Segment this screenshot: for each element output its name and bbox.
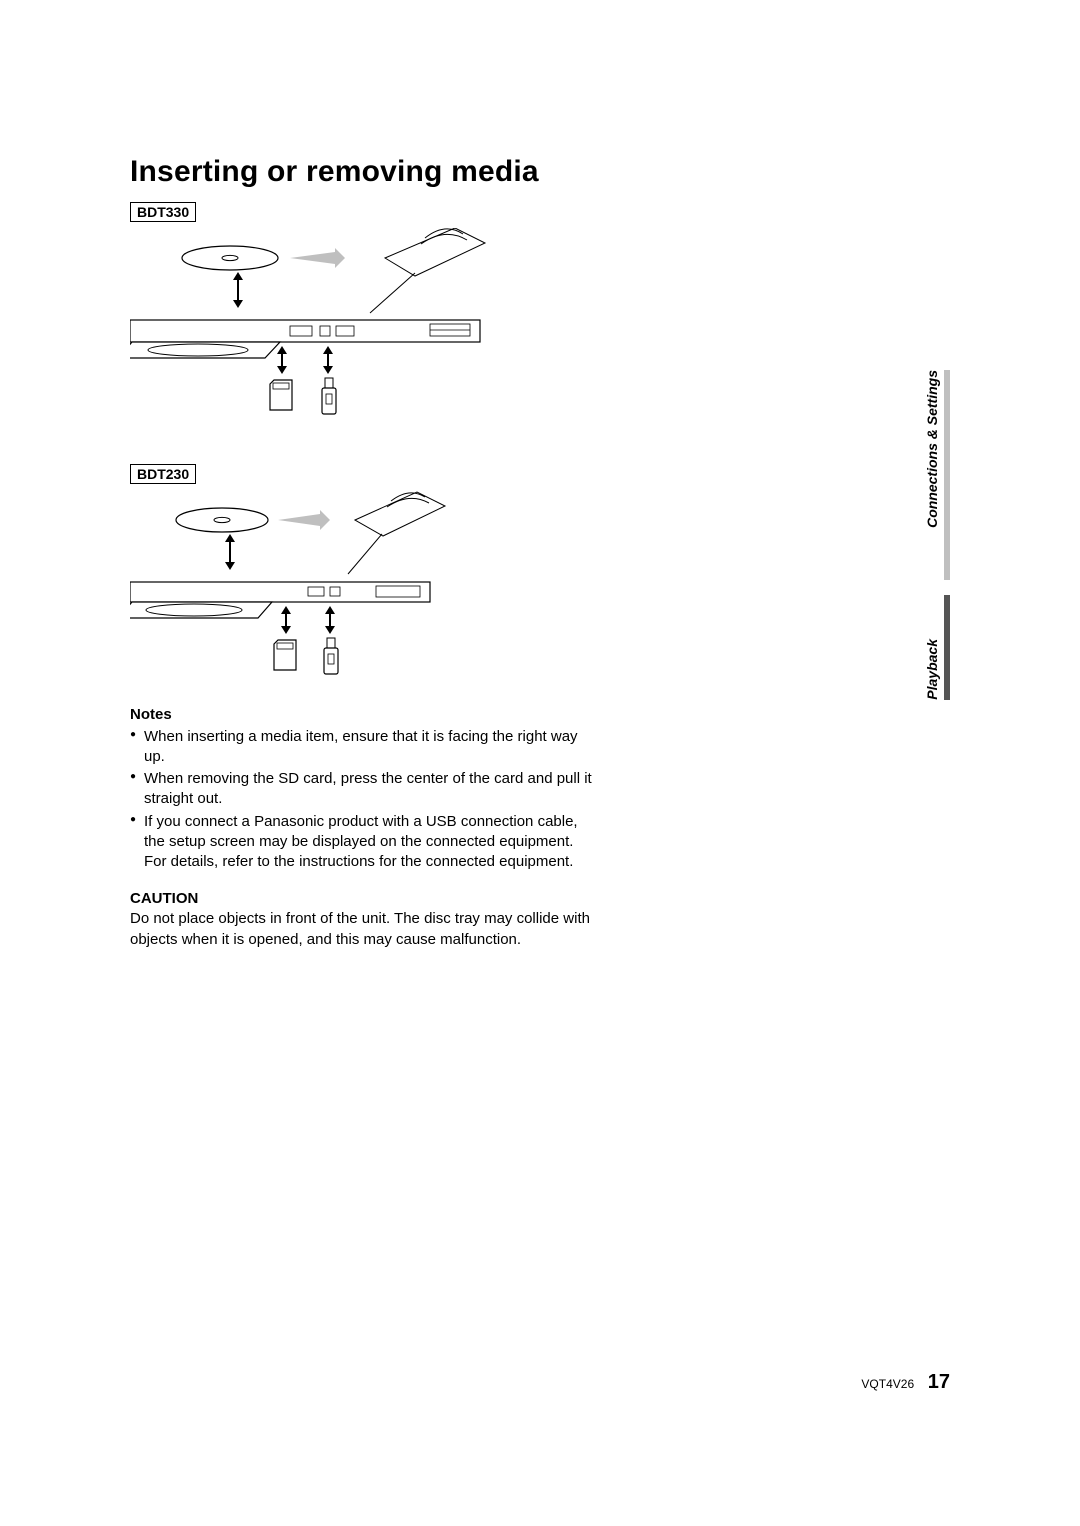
model-a-section: BDT330 xyxy=(130,202,600,428)
tab-bar-playback xyxy=(944,595,950,700)
model-a-diagram xyxy=(130,228,600,428)
notes-list: When inserting a media item, ensure that… xyxy=(130,727,600,873)
note-item: If you connect a Panasonic product with … xyxy=(130,812,600,873)
model-b-label: BDT230 xyxy=(130,464,196,484)
tab-playback-label: Playback xyxy=(924,639,940,700)
caution-body: Do not place objects in front of the uni… xyxy=(130,909,600,950)
footer: VQT4V26 17 xyxy=(861,1371,950,1394)
page: Inserting or removing media BDT330 xyxy=(0,0,1080,1526)
tab-settings-label: Connections & Settings xyxy=(924,370,940,528)
note-item: When removing the SD card, press the cen… xyxy=(130,769,600,810)
page-number: 17 xyxy=(928,1371,950,1393)
tab-bar-settings xyxy=(944,370,950,580)
notes-heading: Notes xyxy=(130,706,600,723)
model-a-label: BDT330 xyxy=(130,202,196,222)
model-b-diagram xyxy=(130,490,600,690)
page-title: Inserting or removing media xyxy=(130,155,600,190)
model-b-section: BDT230 xyxy=(130,464,600,690)
caution-heading: CAUTION xyxy=(130,890,600,907)
main-column: Inserting or removing media BDT330 xyxy=(130,155,600,950)
side-tabs: Connections & Settings Playback xyxy=(922,370,950,700)
doc-id: VQT4V26 xyxy=(861,1377,914,1391)
note-item: When inserting a media item, ensure that… xyxy=(130,727,600,768)
